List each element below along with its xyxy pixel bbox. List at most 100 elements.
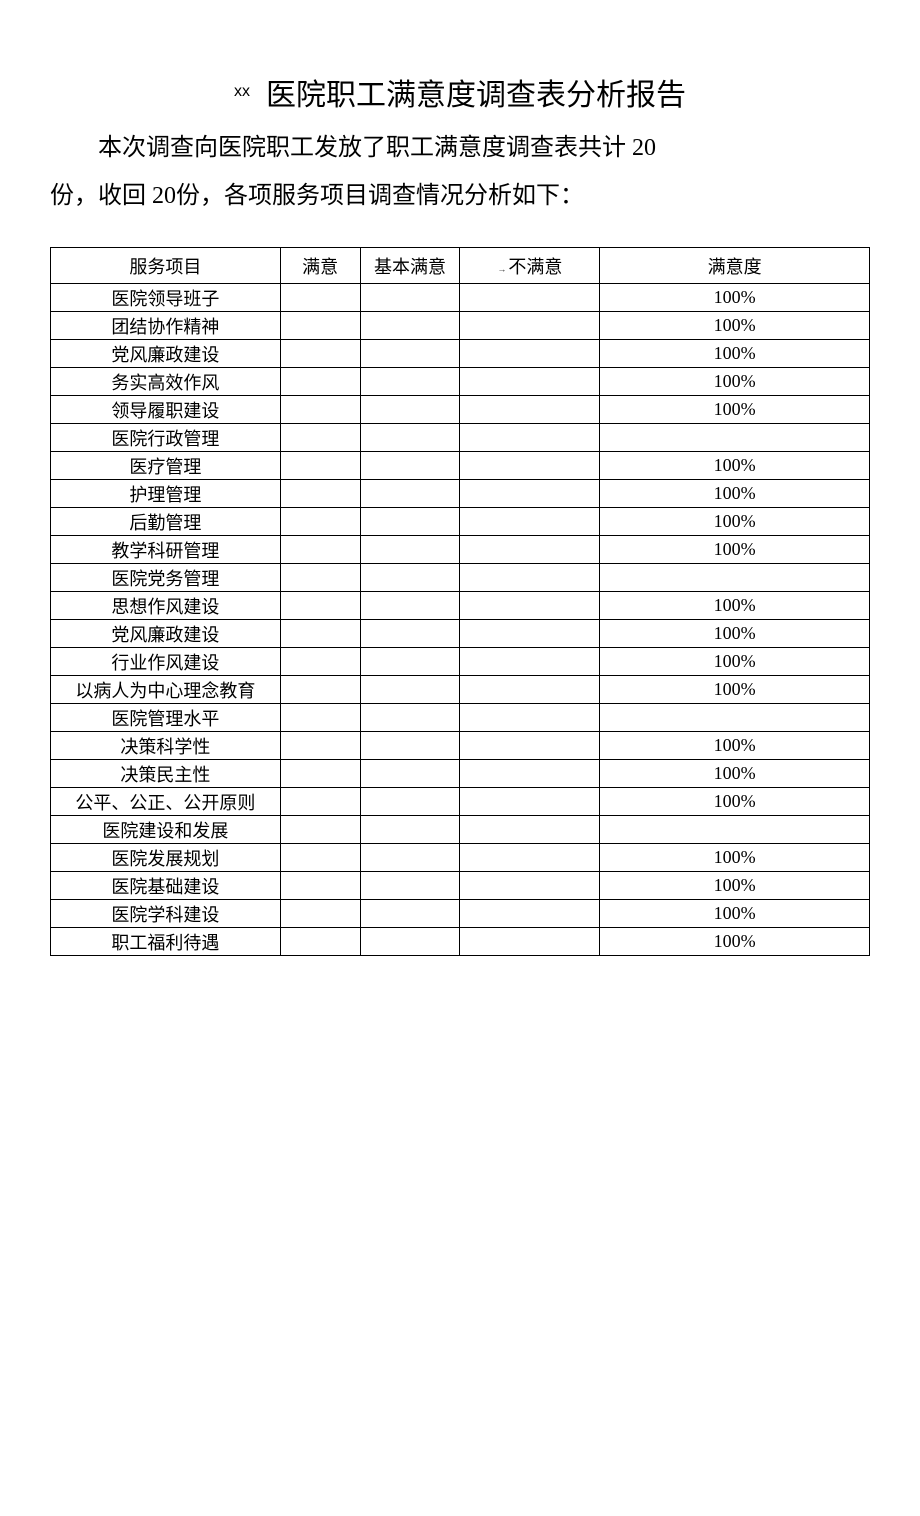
cell-unsatisfied [460, 788, 600, 816]
cell-rate: 100% [600, 676, 870, 704]
cell-satisfied [280, 564, 360, 592]
cell-basic-satisfied [360, 872, 460, 900]
cell-item: 职工福利待遇 [51, 928, 281, 956]
cell-rate [600, 704, 870, 732]
cell-rate: 100% [600, 284, 870, 312]
cell-rate: 100% [600, 312, 870, 340]
cell-rate [600, 564, 870, 592]
title-main: 医院职工满意度调查表分析报告 [266, 79, 686, 112]
cell-satisfied [280, 536, 360, 564]
header-basic-satisfied: 基本满意 [360, 248, 460, 284]
cell-satisfied [280, 788, 360, 816]
cell-rate: 100% [600, 760, 870, 788]
cell-unsatisfied [460, 760, 600, 788]
cell-satisfied [280, 592, 360, 620]
table-row: 思想作风建设 100% [51, 592, 870, 620]
cell-satisfied [280, 396, 360, 424]
table-row: 医院管理水平 [51, 704, 870, 732]
cell-unsatisfied [460, 900, 600, 928]
cell-rate: 100% [600, 536, 870, 564]
unsatisfied-marker-icon: → [497, 264, 506, 274]
cell-basic-satisfied [360, 816, 460, 844]
cell-unsatisfied [460, 396, 600, 424]
cell-unsatisfied [460, 732, 600, 760]
cell-item: 思想作风建设 [51, 592, 281, 620]
table-row: 务实高效作风 100% [51, 368, 870, 396]
cell-rate: 100% [600, 508, 870, 536]
cell-rate: 100% [600, 480, 870, 508]
cell-rate: 100% [600, 368, 870, 396]
cell-item: 党风廉政建设 [51, 340, 281, 368]
cell-unsatisfied [460, 592, 600, 620]
cell-satisfied [280, 284, 360, 312]
cell-item: 护理管理 [51, 480, 281, 508]
cell-item: 后勤管理 [51, 508, 281, 536]
cell-satisfied [280, 620, 360, 648]
table-row: 后勤管理 100% [51, 508, 870, 536]
table-row: 医院党务管理 [51, 564, 870, 592]
cell-basic-satisfied [360, 620, 460, 648]
cell-item: 医院发展规划 [51, 844, 281, 872]
table-row: 党风廉政建设100% [51, 620, 870, 648]
table-row: 党风廉政建设100% [51, 340, 870, 368]
cell-unsatisfied [460, 536, 600, 564]
header-rate: 满意度 [600, 248, 870, 284]
cell-satisfied [280, 760, 360, 788]
cell-unsatisfied [460, 676, 600, 704]
cell-basic-satisfied [360, 704, 460, 732]
table-row: 医疗管理100% [51, 452, 870, 480]
cell-satisfied [280, 480, 360, 508]
cell-unsatisfied [460, 648, 600, 676]
table-row: 决策民主性 100% [51, 760, 870, 788]
cell-unsatisfied [460, 508, 600, 536]
cell-item: 医院建设和发展 [51, 816, 281, 844]
cell-basic-satisfied [360, 480, 460, 508]
table-row: 护理管理 100% [51, 480, 870, 508]
cell-item: 医院领导班子 [51, 284, 281, 312]
cell-basic-satisfied [360, 340, 460, 368]
cell-satisfied [280, 312, 360, 340]
cell-rate: 100% [600, 788, 870, 816]
table-header-row: 服务项目 满意 基本满意 →不满意 满意度 [51, 248, 870, 284]
table-row: 医院发展规划100% [51, 844, 870, 872]
table-row: 医院学科建设100% [51, 900, 870, 928]
cell-unsatisfied [460, 928, 600, 956]
cell-item: 以病人为中心理念教育 [51, 676, 281, 704]
table-row: 行业作风建设100% [51, 648, 870, 676]
cell-basic-satisfied [360, 928, 460, 956]
table-row: 医院行政管理 [51, 424, 870, 452]
header-unsatisfied-text: 不满意 [508, 257, 562, 277]
cell-item: 医院学科建设 [51, 900, 281, 928]
cell-item: 决策民主性 [51, 760, 281, 788]
cell-basic-satisfied [360, 284, 460, 312]
cell-unsatisfied [460, 844, 600, 872]
table-row: 决策科学性100% [51, 732, 870, 760]
cell-basic-satisfied [360, 452, 460, 480]
table-row: 团结协作精神 100% [51, 312, 870, 340]
header-unsatisfied: →不满意 [460, 248, 600, 284]
table-row: 医院领导班子 100% [51, 284, 870, 312]
intro-line-2: 份，收回 20份，各项服务项目调查情况分析如下： [50, 174, 870, 220]
cell-satisfied [280, 844, 360, 872]
cell-item: 务实高效作风 [51, 368, 281, 396]
cell-basic-satisfied [360, 900, 460, 928]
cell-satisfied [280, 928, 360, 956]
cell-item: 行业作风建设 [51, 648, 281, 676]
cell-basic-satisfied [360, 312, 460, 340]
cell-rate [600, 816, 870, 844]
cell-rate: 100% [600, 592, 870, 620]
cell-item: 决策科学性 [51, 732, 281, 760]
cell-item: 医院党务管理 [51, 564, 281, 592]
cell-item: 医院管理水平 [51, 704, 281, 732]
cell-unsatisfied [460, 564, 600, 592]
cell-basic-satisfied [360, 760, 460, 788]
cell-item: 团结协作精神 [51, 312, 281, 340]
cell-unsatisfied [460, 340, 600, 368]
table-row: 公平、公正、公开原则100% [51, 788, 870, 816]
cell-rate: 100% [600, 620, 870, 648]
cell-unsatisfied [460, 452, 600, 480]
cell-unsatisfied [460, 284, 600, 312]
table-row: 领导履职建设100% [51, 396, 870, 424]
cell-rate: 100% [600, 928, 870, 956]
cell-unsatisfied [460, 620, 600, 648]
